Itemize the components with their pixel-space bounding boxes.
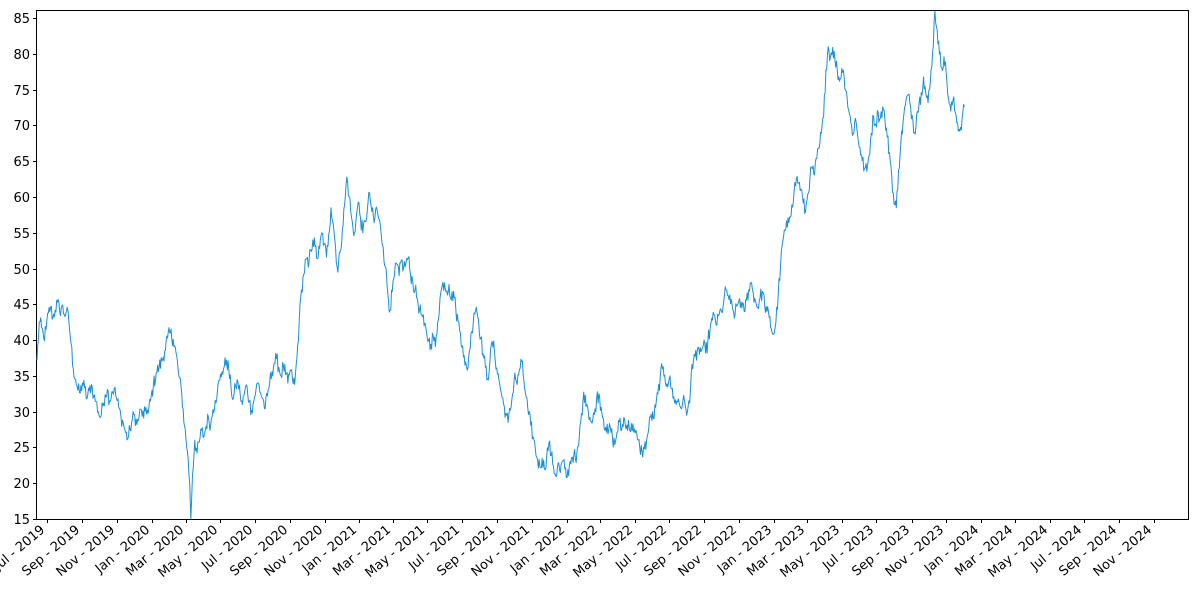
y-tick-label: 85 [13,12,30,27]
y-tick-label: 30 [13,406,30,421]
y-tick-label: 75 [13,84,30,99]
series-line [36,10,965,520]
series-layer [36,10,965,520]
y-tick-label: 35 [13,370,30,385]
y-tick-label: 20 [13,477,30,492]
y-tick-label: 60 [13,191,30,206]
y-tick-label: 40 [13,334,30,349]
y-tick-label: 25 [13,441,30,456]
y-tick-label: 45 [13,298,30,313]
y-tick-label: 70 [13,119,30,134]
y-tick-label: 65 [13,155,30,170]
y-axis: 15 20 25 30 35 40 45 50 55 60 65 70 75 80 85 [13,12,37,528]
plot-frame [36,10,1189,520]
y-tick-label: 50 [13,263,30,278]
y-tick-label: 55 [13,227,30,242]
y-tick-label: 80 [13,48,30,63]
y-tick-label: 15 [13,513,30,528]
